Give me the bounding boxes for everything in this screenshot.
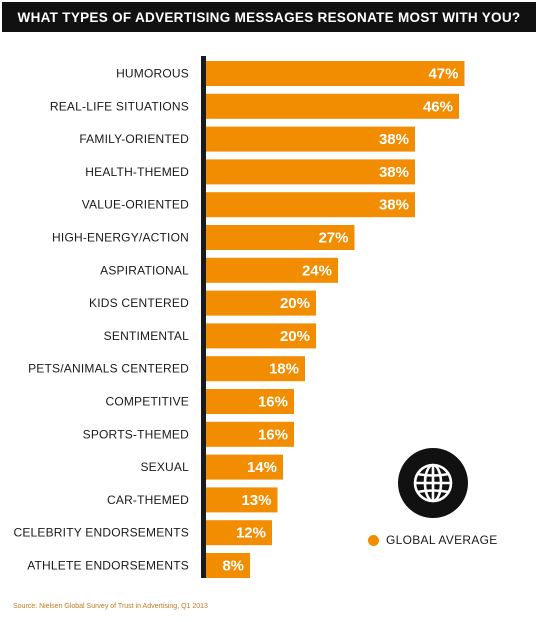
value-label-6: 24% [302,262,332,279]
value-label-7: 20% [280,295,310,312]
category-label-12: SEXUAL [140,460,189,474]
bar-7 [206,290,316,316]
bar-13 [206,487,278,513]
category-label-4: VALUE-ORIENTED [82,198,189,212]
category-label-3: HEALTH-THEMED [85,165,189,179]
category-label-6: ASPIRATIONAL [100,263,189,277]
value-label-14: 12% [236,525,266,542]
category-label-1: REAL-LIFE SITUATIONS [50,99,189,113]
category-label-15: ATHLETE ENDORSEMENTS [27,559,189,573]
globe-icon [397,447,469,519]
category-label-7: KIDS CENTERED [89,296,189,310]
bar-6 [206,257,338,283]
category-label-9: PETS/ANIMALS CENTERED [28,362,189,376]
bar-0 [206,61,465,86]
bar-8 [206,323,316,349]
y-axis-line [201,56,206,578]
bar-2 [206,126,415,152]
value-label-3: 38% [379,164,409,181]
bar-5 [206,225,355,250]
bar-15 [206,553,250,578]
category-label-2: FAMILY-ORIENTED [79,132,189,146]
value-label-5: 27% [318,230,348,247]
category-label-14: CELEBRITY ENDORSEMENTS [13,526,189,540]
value-label-13: 13% [241,492,271,509]
legend-swatch [368,534,379,546]
category-label-11: SPORTS-THEMED [83,427,190,441]
value-label-4: 38% [379,197,409,214]
value-label-11: 16% [258,426,288,443]
value-label-8: 20% [280,328,310,345]
category-label-0: HUMOROUS [116,67,189,81]
bar-4 [206,192,415,218]
value-label-2: 38% [379,131,409,148]
chart-title: WHAT TYPES OF ADVERTISING MESSAGES RESON… [2,2,536,32]
bar-10 [206,389,294,414]
bar-9 [206,356,305,382]
legend-label: GLOBAL AVERAGE [386,533,498,547]
category-label-8: SENTIMENTAL [104,329,189,343]
source-note: Source: Nielsen Global Survey of Trust i… [13,603,208,610]
value-label-0: 47% [428,66,458,83]
value-label-1: 46% [423,98,453,115]
bar-1 [206,93,459,119]
value-label-10: 16% [258,394,288,411]
value-label-9: 18% [269,361,299,378]
bar-11 [206,421,294,447]
bar-12 [206,454,283,480]
category-label-13: CAR-THEMED [107,493,189,507]
bar-3 [206,159,415,185]
value-label-15: 8% [222,558,244,575]
legend: GLOBAL AVERAGE [368,533,498,547]
category-label-5: HIGH-ENERGY/ACTION [52,231,189,245]
value-label-12: 14% [247,459,277,476]
bar-14 [206,520,272,546]
category-label-10: COMPETITIVE [105,395,189,409]
